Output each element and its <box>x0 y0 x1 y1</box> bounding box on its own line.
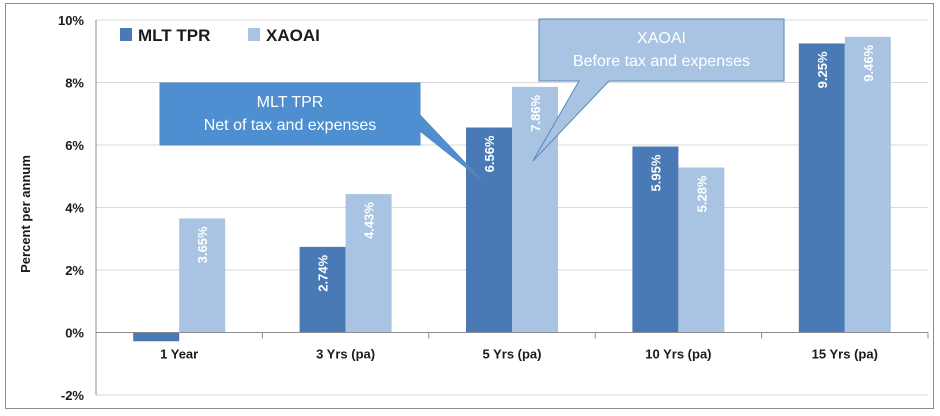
y-tick-label: 4% <box>65 201 84 216</box>
callout-text: Net of tax and expenses <box>204 117 377 134</box>
x-tick-label: 1 Year <box>160 347 198 362</box>
chart-frame: -2% 0% 2% 4% 6% 8% 10% 1 Year 3 Yrs (pa) 5 Yrs (p… <box>5 3 934 409</box>
y-tick-label: 8% <box>65 76 84 91</box>
bar <box>678 167 725 333</box>
data-labels: 3.65% 2.74% 4.43% 6.56% 7.86% 5.95% 5.28% 9.25%… <box>195 44 876 291</box>
bar <box>345 194 392 333</box>
legend-label: MLT TPR <box>138 26 210 45</box>
bar <box>798 43 845 333</box>
data-label: 5.95% <box>648 154 663 191</box>
y-tick-label: 2% <box>65 263 84 278</box>
legend: MLT TPR XAOAI <box>120 26 320 45</box>
callout-box <box>532 18 785 162</box>
legend-label: XAOAI <box>266 26 320 45</box>
bar <box>466 127 512 333</box>
x-tick-label: 15 Yrs (pa) <box>812 347 878 362</box>
callout-text: Before tax and expenses <box>573 53 750 70</box>
bar <box>299 246 346 333</box>
bar <box>844 36 891 333</box>
x-tick-label: 3 Yrs (pa) <box>316 347 375 362</box>
y-axis-title: Percent per annum <box>18 155 33 273</box>
data-label: 9.46% <box>861 44 876 81</box>
y-tick-label: 10% <box>58 13 84 28</box>
bar <box>512 86 558 333</box>
data-label: 4.43% <box>362 202 377 239</box>
y-tick-label: 0% <box>65 326 84 341</box>
callout-box <box>159 82 482 180</box>
data-label: 9.25% <box>815 51 830 88</box>
y-tick-label: -2% <box>61 388 85 403</box>
data-label: 5.28% <box>694 175 709 212</box>
callout-text: MLT TPR <box>257 94 324 111</box>
x-tick-label: 10 Yrs (pa) <box>645 347 711 362</box>
bar <box>179 218 226 333</box>
data-label: 2.74% <box>316 254 331 291</box>
data-label: 6.56% <box>482 135 497 172</box>
x-tick-label: 5 Yrs (pa) <box>482 347 541 362</box>
data-label: 7.86% <box>528 94 543 131</box>
callout-text: XAOAI <box>637 30 686 47</box>
legend-swatch <box>248 28 260 41</box>
legend-swatch <box>120 28 132 41</box>
bar-chart: -2% 0% 2% 4% 6% 8% 10% 1 Year 3 Yrs (pa) 5 Yrs (p… <box>18 13 929 403</box>
data-label: 3.65% <box>195 226 210 263</box>
axes: -2% 0% 2% 4% 6% 8% 10% 1 Year 3 Yrs (pa) 5 Yrs (p… <box>58 13 929 403</box>
bar <box>632 146 679 333</box>
bar <box>133 332 180 342</box>
callouts: MLT TPR Net of tax and expenses XAOAI Befor… <box>159 18 785 180</box>
y-tick-label: 6% <box>65 138 84 153</box>
bars <box>133 36 891 342</box>
